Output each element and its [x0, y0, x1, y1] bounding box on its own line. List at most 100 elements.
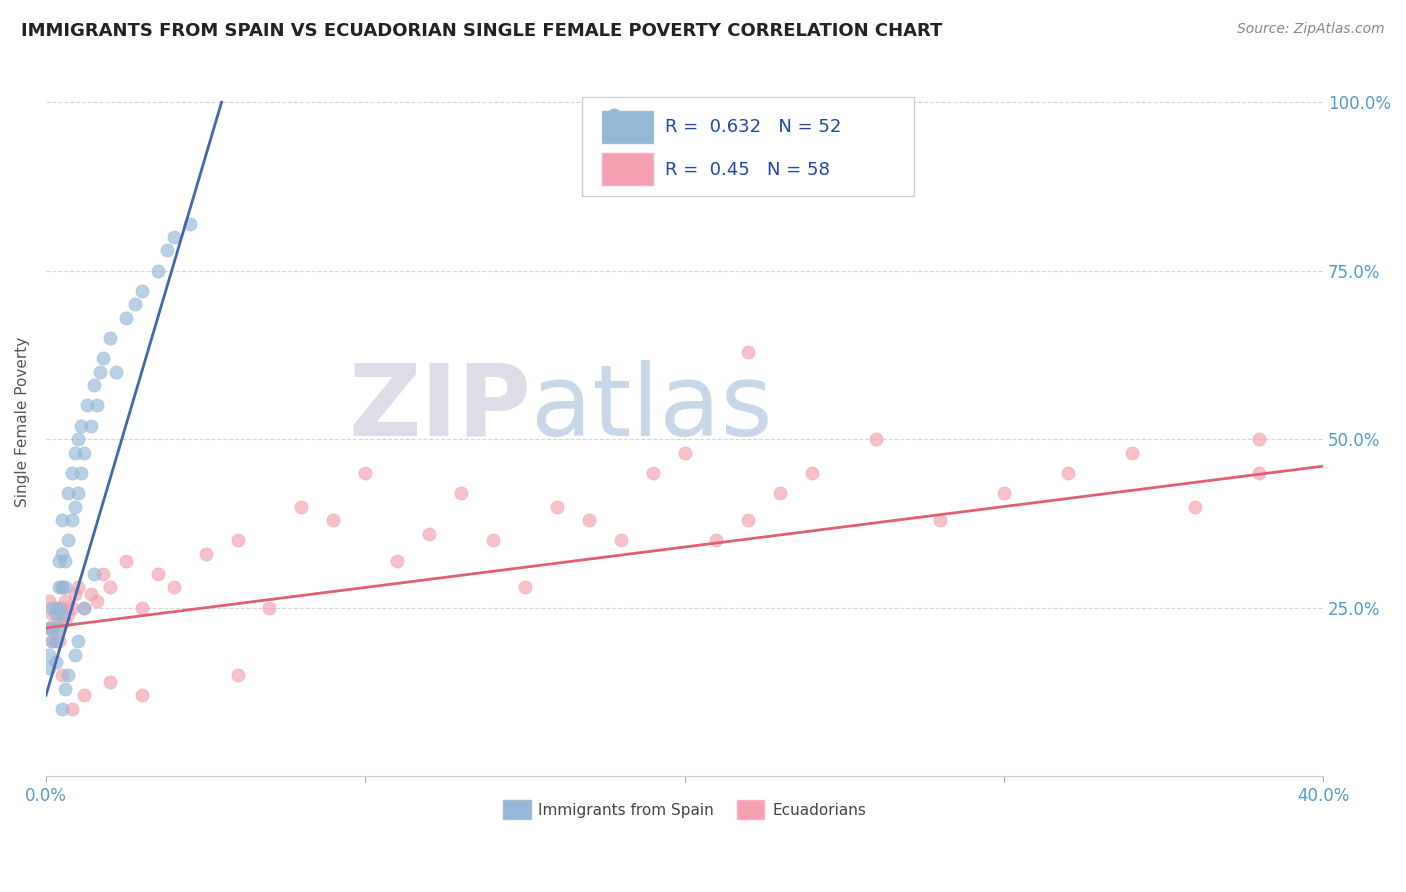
Point — [58, 486, 80, 500]
Point — [66, 634, 89, 648]
Point — [801, 466, 824, 480]
Point — [226, 668, 249, 682]
Point — [114, 553, 136, 567]
Point — [578, 513, 600, 527]
Point — [45, 600, 67, 615]
Point — [60, 466, 83, 480]
Point — [290, 500, 312, 514]
Point — [66, 486, 89, 500]
Point — [60, 702, 83, 716]
Point — [51, 581, 73, 595]
Point — [66, 432, 89, 446]
Point — [53, 614, 76, 628]
Point — [131, 600, 153, 615]
Text: ZIP: ZIP — [349, 359, 531, 457]
Point — [385, 553, 408, 567]
Point — [63, 587, 86, 601]
Point — [38, 594, 60, 608]
Point — [41, 634, 63, 648]
Point — [131, 688, 153, 702]
Point — [322, 513, 344, 527]
Point — [48, 553, 70, 567]
Point — [146, 263, 169, 277]
Point — [929, 513, 952, 527]
Point — [38, 621, 60, 635]
Point — [41, 621, 63, 635]
Point — [70, 418, 93, 433]
Text: IMMIGRANTS FROM SPAIN VS ECUADORIAN SINGLE FEMALE POVERTY CORRELATION CHART: IMMIGRANTS FROM SPAIN VS ECUADORIAN SING… — [21, 22, 942, 40]
Point — [45, 607, 67, 622]
Point — [63, 500, 86, 514]
Point — [76, 399, 98, 413]
Point — [194, 547, 217, 561]
Point — [48, 621, 70, 635]
Point — [48, 600, 70, 615]
Point — [70, 466, 93, 480]
Point — [51, 607, 73, 622]
Point — [38, 648, 60, 662]
Y-axis label: Single Female Poverty: Single Female Poverty — [15, 337, 30, 508]
Point — [105, 365, 128, 379]
Point — [1056, 466, 1078, 480]
Point — [73, 600, 96, 615]
Text: R =  0.632   N = 52: R = 0.632 N = 52 — [665, 118, 842, 136]
Point — [163, 230, 186, 244]
Point — [79, 587, 101, 601]
Point — [163, 581, 186, 595]
Text: atlas: atlas — [531, 359, 773, 457]
Point — [51, 513, 73, 527]
Point — [98, 674, 121, 689]
Point — [48, 614, 70, 628]
Point — [66, 581, 89, 595]
Point — [41, 600, 63, 615]
Point — [156, 244, 179, 258]
Point — [865, 432, 887, 446]
Point — [93, 351, 115, 366]
Point — [418, 526, 440, 541]
Text: R =  0.45   N = 58: R = 0.45 N = 58 — [665, 161, 831, 178]
Text: Source: ZipAtlas.com: Source: ZipAtlas.com — [1237, 22, 1385, 37]
Point — [131, 284, 153, 298]
Point — [51, 702, 73, 716]
Point — [179, 217, 201, 231]
Point — [58, 607, 80, 622]
Point — [60, 600, 83, 615]
Point — [51, 600, 73, 615]
Point — [641, 466, 664, 480]
Point — [146, 566, 169, 581]
Point — [48, 581, 70, 595]
Point — [53, 553, 76, 567]
Point — [86, 399, 108, 413]
Point — [1121, 445, 1143, 459]
Point — [51, 581, 73, 595]
Point — [673, 445, 696, 459]
Point — [79, 418, 101, 433]
Point — [73, 445, 96, 459]
Point — [124, 297, 146, 311]
Point — [73, 688, 96, 702]
Point — [114, 310, 136, 325]
Point — [83, 566, 105, 581]
Point — [45, 634, 67, 648]
Point — [38, 621, 60, 635]
FancyBboxPatch shape — [602, 153, 652, 186]
Point — [38, 661, 60, 675]
Point — [513, 581, 536, 595]
Point — [51, 547, 73, 561]
Point — [737, 513, 759, 527]
Point — [354, 466, 377, 480]
Point — [769, 486, 792, 500]
Point — [63, 445, 86, 459]
Point — [60, 513, 83, 527]
Point — [41, 634, 63, 648]
Point — [53, 594, 76, 608]
Point — [259, 600, 281, 615]
Point — [450, 486, 472, 500]
Point — [89, 365, 111, 379]
FancyBboxPatch shape — [602, 111, 652, 143]
Point — [53, 581, 76, 595]
Point — [58, 533, 80, 548]
Point — [93, 566, 115, 581]
Point — [48, 634, 70, 648]
Point — [53, 681, 76, 696]
